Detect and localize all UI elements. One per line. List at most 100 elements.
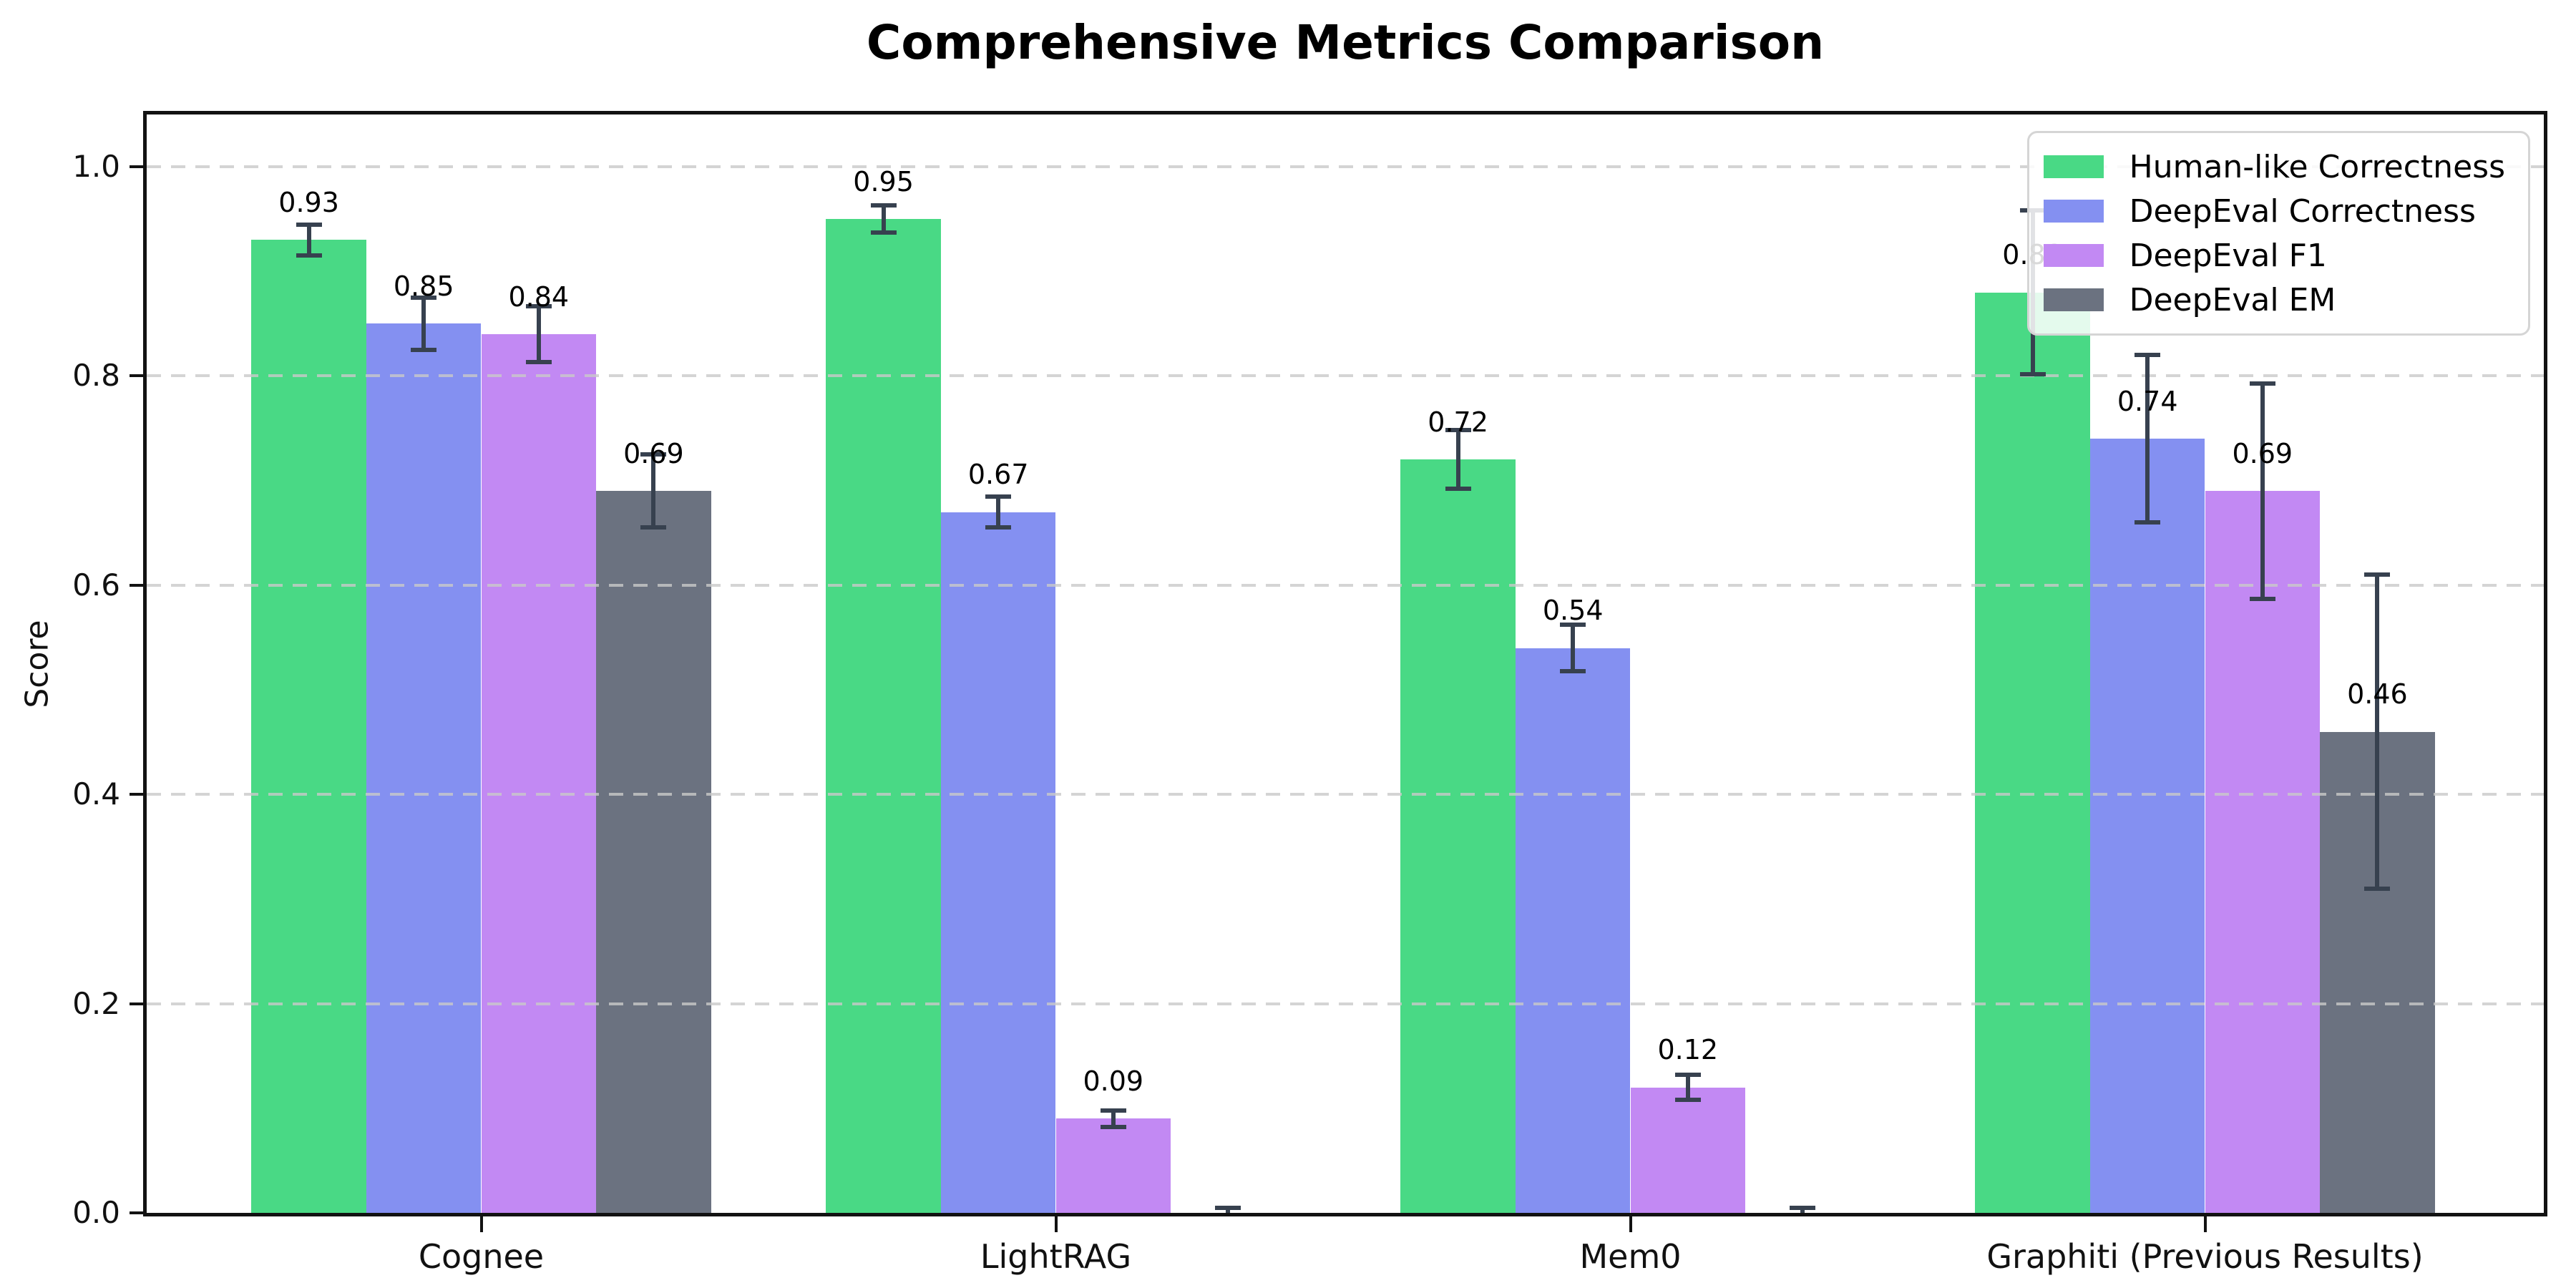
y-tick-mark [130,1211,147,1214]
x-tick-mark [2203,1216,2207,1232]
error-bar-cap [870,230,897,235]
error-bar-cap [1674,1073,1701,1078]
bar [481,334,597,1213]
error-bar-cap [2249,596,2275,601]
error-bar-cap [1215,1205,1241,1210]
bar-value-label: 0.74 [2117,385,2178,417]
error-bar-cap [2019,371,2046,376]
error-bar-cap [985,525,1012,530]
error-bar [1685,1075,1690,1101]
error-bar [1455,430,1460,489]
x-tick-label: Mem0 [1579,1237,1682,1276]
bar [1515,648,1631,1213]
y-tick-label: 0.6 [72,567,120,602]
bar-value-label: 0.85 [393,270,454,303]
bar-value-label: 0.69 [2232,438,2293,470]
bar-value-label: 0.84 [508,280,570,313]
error-bar [2375,575,2380,889]
error-bar-cap [411,347,437,352]
legend-label: DeepEval F1 [2129,237,2327,274]
x-tick-label: Graphiti (Previous Results) [1986,1237,2424,1276]
legend-swatch [2043,155,2104,178]
y-tick-label: 1.0 [72,149,120,185]
gridline [147,583,2544,587]
bar [1630,1087,1746,1213]
y-tick-mark [130,165,147,169]
gridline [147,1002,2544,1005]
error-bar-cap [2249,381,2275,386]
y-tick-mark [130,1002,147,1005]
error-bar-cap [1790,1205,1816,1210]
y-tick-label: 0.0 [72,1195,120,1230]
error-bar-cap [1445,428,1471,433]
bar [366,323,482,1213]
error-bar [2260,383,2265,599]
error-bar-cap [2364,572,2391,577]
bar-value-label: 0.12 [1657,1034,1719,1066]
x-tick-mark [1629,1216,1632,1232]
bar-value-label: 0.69 [623,438,684,470]
x-tick-label: LightRAG [980,1237,1132,1276]
bar-value-label: 0.93 [278,187,339,219]
bar [596,491,711,1213]
bar-value-label: 0.54 [1542,595,1604,627]
error-bar [881,205,886,233]
error-bar [651,454,656,528]
bar-value-label: 0.09 [1083,1065,1144,1098]
error-bar-cap [640,525,667,530]
legend-item: DeepEval Correctness [2043,189,2505,233]
legend-swatch [2043,288,2104,311]
error-bar-cap [411,295,437,300]
error-bar-cap [1100,1125,1126,1130]
error-bar-cap [2135,520,2161,525]
error-bar-cap [1445,487,1471,492]
legend-item: DeepEval F1 [2043,233,2505,278]
error-bar-cap [525,360,552,365]
x-tick-mark [1054,1216,1058,1232]
bar-value-label: 0.46 [2347,678,2408,711]
error-bar-cap [2364,886,2391,891]
error-bar [421,297,426,350]
y-tick-mark [130,793,147,796]
y-tick-label: 0.8 [72,358,120,394]
gridline [147,165,2544,169]
error-bar [1800,1207,1805,1213]
error-bar-cap [1560,668,1586,673]
y-tick-label: 0.2 [72,985,120,1021]
bar [2089,439,2205,1213]
legend-label: Human-like Correctness [2129,148,2505,185]
y-axis-label: Score [19,620,56,708]
error-bar-cap [525,303,552,308]
error-bar [1571,625,1576,671]
legend-swatch [2043,244,2104,267]
bars-layer [147,114,2544,1213]
bar [2205,491,2321,1213]
x-tick-mark [479,1216,483,1232]
legend-item: Human-like Correctness [2043,145,2505,189]
bar [251,240,366,1213]
error-bar-cap [2135,353,2161,358]
error-bar [536,306,541,363]
y-tick-mark [130,583,147,587]
gridline [147,793,2544,796]
bar-value-label: 0.72 [1428,406,1488,439]
bar-value-label: 0.67 [967,459,1029,491]
error-bar-cap [640,452,667,457]
legend-swatch [2043,200,2104,223]
error-bar [996,496,1001,528]
gridline [147,374,2544,378]
legend-item: DeepEval EM [2043,278,2505,322]
legend: Human-like Correctness DeepEval Correctne… [2026,131,2530,336]
error-bar [306,224,311,256]
error-bar [1111,1110,1116,1128]
error-bar-cap [296,253,322,258]
error-bar-cap [985,494,1012,499]
bar [940,512,1056,1213]
error-bar-cap [1100,1108,1126,1113]
y-tick-mark [130,374,147,378]
